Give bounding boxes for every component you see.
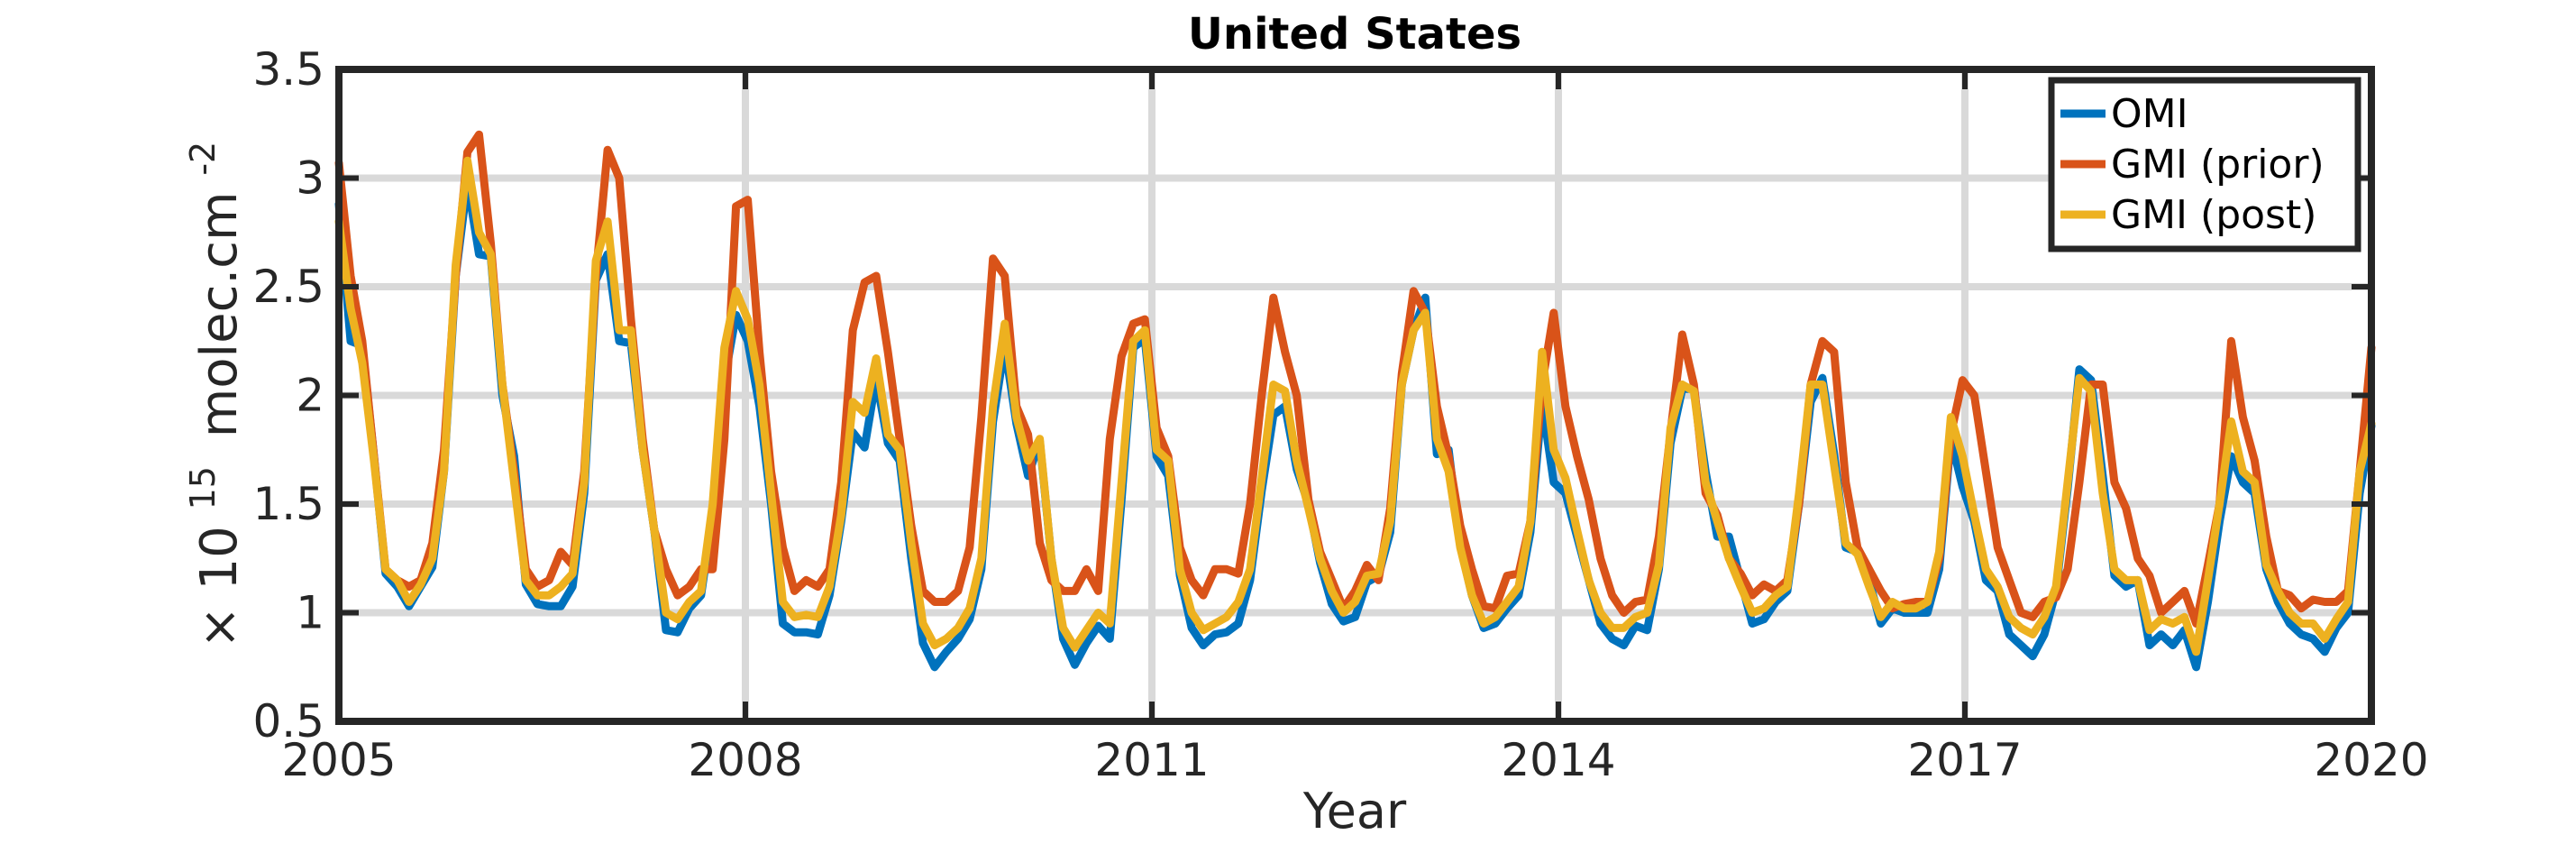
y-axis-label-unit-exponent: -2 xyxy=(183,142,223,176)
x-tick-label: 2005 xyxy=(281,734,396,786)
y-tick-label: 1.5 xyxy=(252,478,324,530)
chart-title: United States xyxy=(1188,9,1521,60)
y-tick-label: 1 xyxy=(296,587,324,639)
series-line-1 xyxy=(334,178,2376,672)
legend-label: GMI (post) xyxy=(2111,192,2316,238)
y-tick-label: 2 xyxy=(296,370,324,422)
y-axis-label-unit: molec.cm xyxy=(190,191,249,437)
y-tick-label: 3.5 xyxy=(252,43,324,96)
y-axis-label-exponent: 15 xyxy=(183,466,223,509)
series-line-2 xyxy=(334,130,2376,628)
x-tick-label: 2020 xyxy=(2314,734,2428,786)
y-axis-label-prefix: × 10 xyxy=(190,526,249,648)
x-axis-label: Year xyxy=(1302,783,1407,839)
y-tick-label: 0.5 xyxy=(252,695,324,748)
x-tick-label: 2008 xyxy=(688,734,802,786)
series-line-3 xyxy=(334,156,2376,656)
legend: OMI GMI (prior)GMI (post) xyxy=(2048,77,2361,252)
y-tick-label: 3 xyxy=(296,152,324,205)
x-tick-label: 2014 xyxy=(1501,734,1615,786)
series-layer xyxy=(334,130,2376,672)
y-axis-label: × 10 15 molec.cm -2 xyxy=(169,142,249,648)
x-tick-label: 2017 xyxy=(1907,734,2022,786)
legend-label: GMI (prior) xyxy=(2111,142,2325,188)
x-tick-label: 2011 xyxy=(1094,734,1209,786)
ticks: 0.5 1 1.5 2 2.5 3 3.5 2005 2008 2011 2014 2017 2020 xyxy=(252,43,2428,786)
y-tick-label: 2.5 xyxy=(252,261,324,313)
legend-label: OMI xyxy=(2111,91,2188,137)
